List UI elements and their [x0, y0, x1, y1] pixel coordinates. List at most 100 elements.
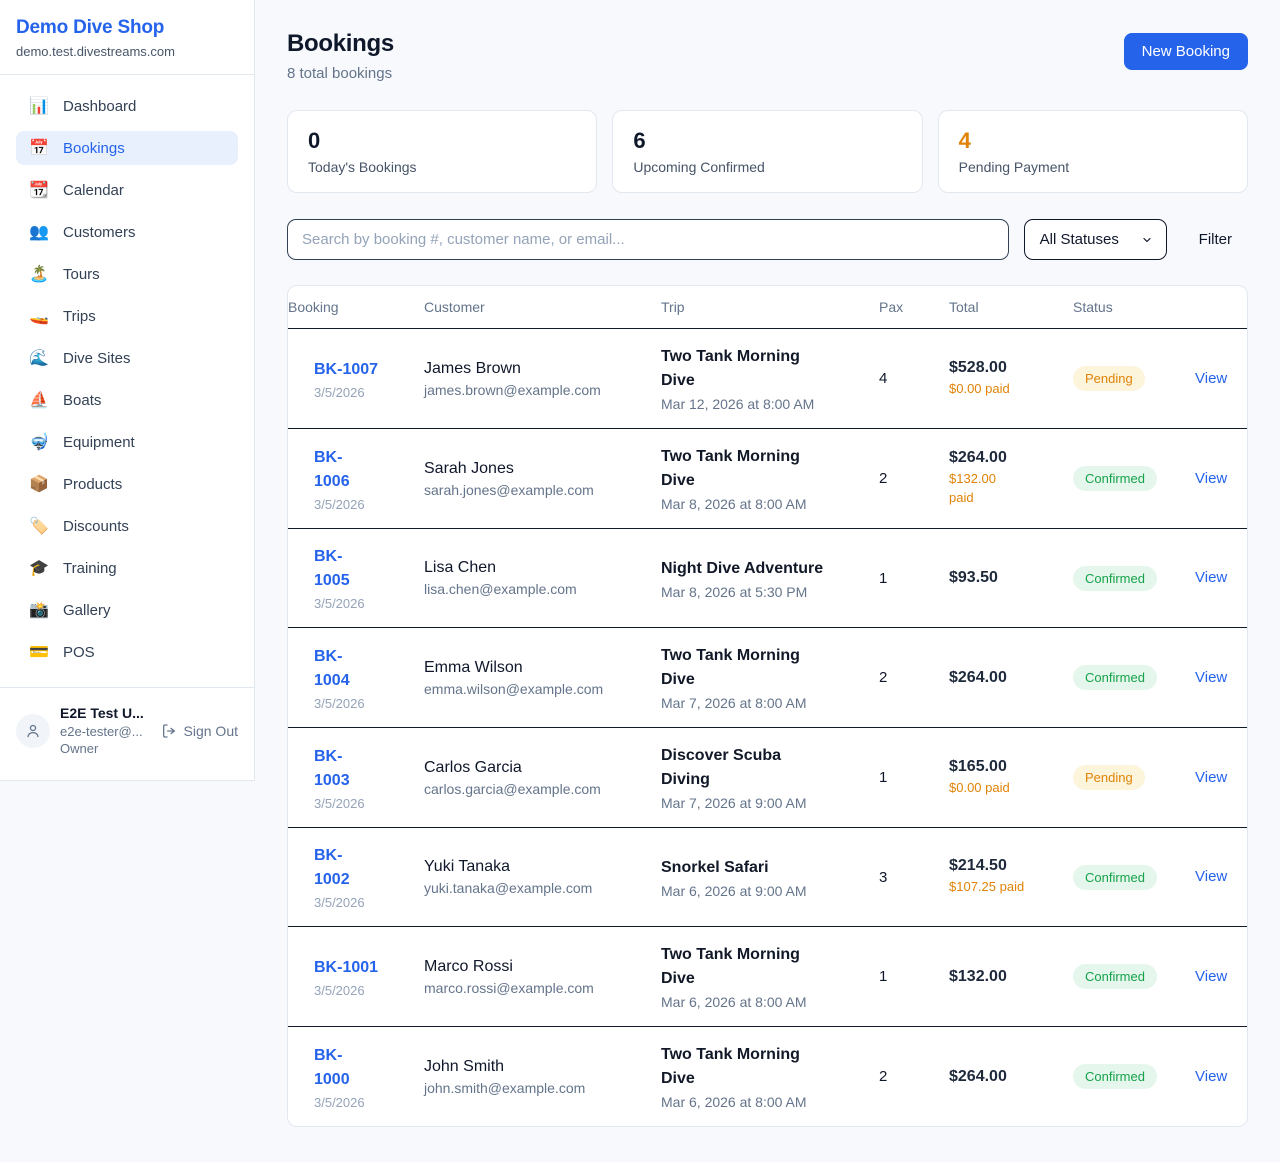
view-link[interactable]: View: [1195, 469, 1228, 487]
status-badge: Pending: [1073, 765, 1145, 790]
total-amount: $93.50: [949, 569, 998, 586]
booking-id-link[interactable]: BK- 1006: [314, 448, 350, 490]
user-avatar-icon: [16, 713, 50, 748]
status-badge: Confirmed: [1073, 466, 1157, 491]
status-filter-select[interactable]: All Statuses: [1023, 219, 1167, 260]
paid-amount: $0.00 paid: [949, 380, 1010, 396]
booking-id-link[interactable]: BK- 1000: [314, 1046, 350, 1088]
sidebar-item-products[interactable]: 📦 Products: [16, 467, 238, 501]
stat-card: 6 Upcoming Confirmed: [612, 110, 923, 193]
tours-island-icon: 🏝️: [29, 266, 49, 283]
customer-name: John Smith: [424, 1057, 505, 1075]
paid-amount: $132.00 paid: [949, 471, 996, 505]
sidebar-item-bookings[interactable]: 📅 Bookings: [16, 131, 238, 165]
sidebar-item-training[interactable]: 🎓 Training: [16, 551, 238, 585]
nav-item-label: Equipment: [63, 433, 135, 451]
view-link[interactable]: View: [1195, 1067, 1228, 1085]
sign-out-button[interactable]: Sign Out: [161, 723, 238, 739]
search-input[interactable]: [287, 219, 1009, 260]
stat-value: 0: [308, 128, 321, 153]
sidebar-item-discounts[interactable]: 🏷️ Discounts: [16, 509, 238, 543]
calendar-icon: 📆: [29, 182, 49, 199]
view-link[interactable]: View: [1195, 369, 1228, 387]
customer-email: carlos.garcia@example.com: [424, 780, 601, 797]
status-badge: Confirmed: [1073, 1064, 1157, 1089]
sidebar-item-dive-sites[interactable]: 🌊 Dive Sites: [16, 341, 238, 375]
nav-item-label: Boats: [63, 391, 102, 409]
total-amount: $214.50: [949, 857, 1007, 875]
products-box-icon: 📦: [29, 476, 49, 493]
view-link[interactable]: View: [1195, 868, 1228, 885]
trip-datetime: Mar 6, 2026 at 8:00 AM: [661, 994, 807, 1010]
filter-button[interactable]: Filter: [1198, 231, 1232, 248]
booking-id-link[interactable]: BK- 1004: [314, 647, 350, 689]
booking-id-link[interactable]: BK- 1002: [314, 847, 350, 888]
table-row: BK- 1000 3/5/2026 John Smith john.smith@…: [288, 1026, 1247, 1126]
nav-item-label: Gallery: [63, 601, 111, 619]
sidebar-item-calendar[interactable]: 📆 Calendar: [16, 173, 238, 207]
customers-people-icon: 👥: [29, 224, 49, 241]
view-link[interactable]: View: [1195, 668, 1228, 686]
status-badge: Pending: [1073, 366, 1145, 391]
trip-name: Two Tank Morning Dive: [661, 448, 800, 489]
brand-block: Demo Dive Shop demo.test.divestreams.com: [0, 0, 254, 75]
nav-item-label: Dive Sites: [63, 349, 131, 367]
view-link[interactable]: View: [1195, 967, 1228, 985]
customer-email: emma.wilson@example.com: [424, 680, 604, 697]
sidebar-item-trips[interactable]: 🚤 Trips: [16, 299, 238, 333]
table-row: BK-1007 3/5/2026 James Brown james.brown…: [288, 329, 1247, 429]
customer-name: James Brown: [424, 359, 521, 377]
stats-row: 0 Today's Bookings 6 Upcoming Confirmed …: [287, 110, 1248, 193]
booking-id-link[interactable]: BK- 1005: [314, 548, 350, 589]
booking-id-link[interactable]: BK- 1003: [314, 747, 350, 789]
nav-item-label: Dashboard: [63, 97, 137, 115]
customer-name: Carlos Garcia: [424, 758, 522, 776]
nav-item-label: Trips: [63, 307, 96, 325]
table-row: BK- 1003 3/5/2026 Carlos Garcia carlos.g…: [288, 727, 1247, 828]
column-header: Trip: [661, 286, 879, 329]
view-link[interactable]: View: [1195, 569, 1228, 586]
discounts-tag-icon: 🏷️: [29, 518, 49, 535]
booking-id-link[interactable]: BK-1007: [314, 360, 379, 378]
sidebar-nav: 📊 Dashboard 📅 Bookings 📆 Calendar 👥 Cust…: [0, 75, 254, 687]
view-link[interactable]: View: [1195, 768, 1228, 786]
sidebar-item-boats[interactable]: ⛵ Boats: [16, 383, 238, 417]
pax-value: 2: [879, 1026, 949, 1126]
table-row: BK-1001 3/5/2026 Marco Rossi marco.rossi…: [288, 926, 1247, 1027]
sign-out-icon: [161, 723, 177, 739]
training-grad-cap-icon: 🎓: [29, 560, 49, 577]
trip-datetime: Mar 8, 2026 at 5:30 PM: [661, 583, 808, 600]
column-header: Total: [949, 286, 1073, 329]
sidebar-item-customers[interactable]: 👥 Customers: [16, 215, 238, 249]
sidebar-item-pos[interactable]: 💳 POS: [16, 635, 238, 669]
stat-card: 4 Pending Payment: [937, 110, 1248, 193]
pos-credit-card-icon: 💳: [29, 644, 49, 661]
page-subtitle: 8 total bookings: [287, 65, 393, 82]
main-content: Bookings 8 total bookings New Booking 0 …: [255, 0, 1280, 1161]
trip-name: Two Tank Morning Dive: [661, 1046, 800, 1087]
nav-item-label: Discounts: [63, 517, 129, 535]
booking-date: 3/5/2026: [314, 1094, 365, 1110]
sidebar-item-equipment[interactable]: 🤿 Equipment: [16, 425, 238, 459]
new-booking-button[interactable]: New Booking: [1123, 33, 1248, 70]
pax-value: 2: [879, 428, 949, 529]
pax-value: 3: [879, 827, 949, 927]
customer-email: marco.rossi@example.com: [424, 979, 594, 996]
trip-datetime: Mar 7, 2026 at 9:00 AM: [661, 795, 807, 811]
status-select-value: All Statuses: [1039, 231, 1119, 248]
pax-value: 1: [879, 528, 949, 628]
status-badge: Confirmed: [1073, 964, 1157, 989]
dive-sites-wave-icon: 🌊: [29, 350, 49, 367]
booking-id-link[interactable]: BK-1001: [314, 958, 379, 976]
booking-date: 3/5/2026: [314, 895, 365, 910]
status-badge: Confirmed: [1073, 565, 1157, 591]
column-header: Booking: [288, 286, 424, 329]
trip-datetime: Mar 6, 2026 at 8:00 AM: [661, 1094, 807, 1110]
table-header: Booking Customer Trip Pax Total Status: [288, 286, 1247, 329]
sidebar-item-tours[interactable]: 🏝️ Tours: [16, 257, 238, 291]
user-info: E2E Test U... e2e-tester@... Owner: [60, 704, 144, 758]
customer-email: yuki.tanaka@example.com: [424, 880, 593, 896]
sidebar-item-gallery[interactable]: 📸 Gallery: [16, 593, 238, 627]
stat-label: Today's Bookings: [308, 159, 417, 175]
sidebar-item-dashboard[interactable]: 📊 Dashboard: [16, 89, 238, 123]
